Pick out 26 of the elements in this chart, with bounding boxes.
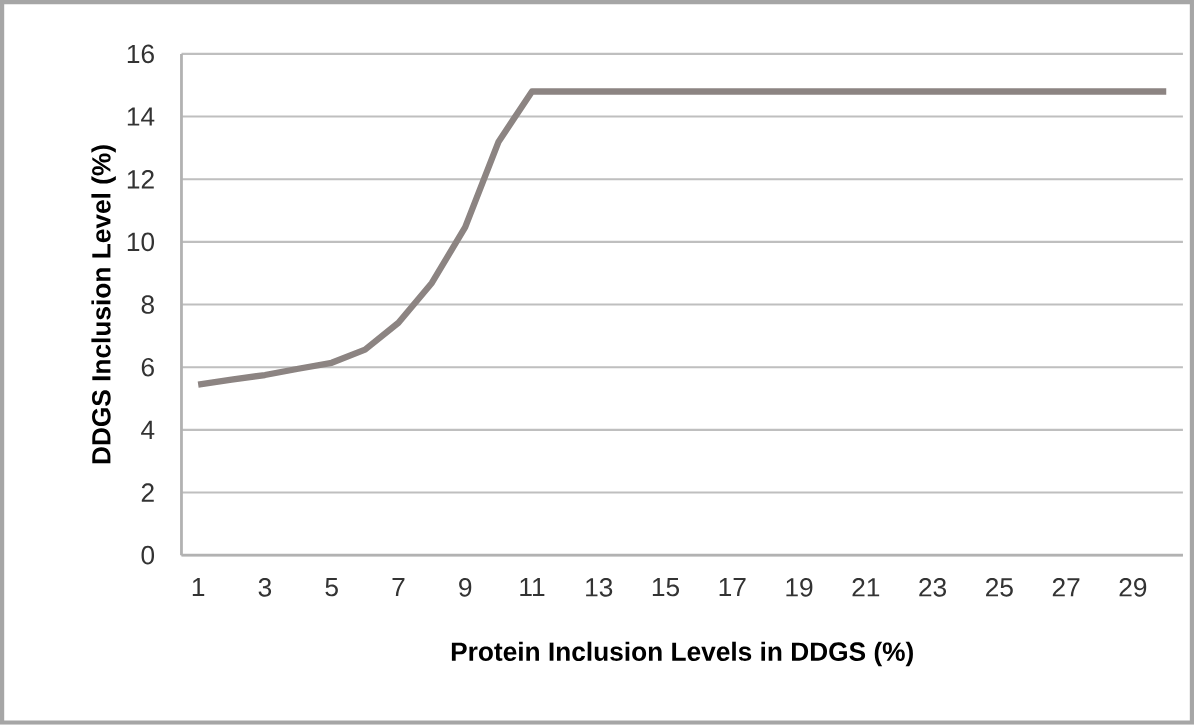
y-tick-label: 4	[141, 420, 155, 440]
y-tick-label: 6	[141, 358, 154, 377]
y-tick-label: 16	[127, 44, 154, 64]
y-tick-label: 12	[127, 170, 154, 189]
x-tick-label: 9	[459, 578, 472, 597]
x-tick-label: 13	[586, 578, 613, 597]
x-tick-label: 23	[919, 578, 947, 597]
y-tick-label: 14	[127, 107, 155, 126]
x-tick-label: 21	[852, 578, 880, 597]
x-tick-label: 1	[192, 578, 205, 597]
x-tick-label: 29	[1119, 578, 1147, 597]
x-tick-label: 27	[1052, 578, 1080, 597]
x-tick-label: 17	[719, 578, 746, 597]
y-tick-label: 10	[127, 232, 155, 252]
x-tick-label: 3	[258, 578, 272, 597]
x-axis-title: Protein Inclusion Levels in DDGS (%)	[451, 641, 913, 667]
y-tick-label: 0	[141, 546, 155, 565]
x-tick-label: 5	[325, 578, 338, 597]
y-tick-label: 8	[141, 295, 154, 315]
y-axis-title: DDGS Inclusion Level (%)	[91, 145, 116, 464]
x-tick-label: 7	[392, 578, 405, 597]
x-tick-label: 11	[520, 578, 545, 597]
x-tick-label: 15	[652, 578, 680, 597]
x-tick-label: 25	[986, 578, 1013, 597]
y-tick-label: 2	[141, 483, 154, 502]
x-tick-label: 19	[786, 578, 813, 597]
